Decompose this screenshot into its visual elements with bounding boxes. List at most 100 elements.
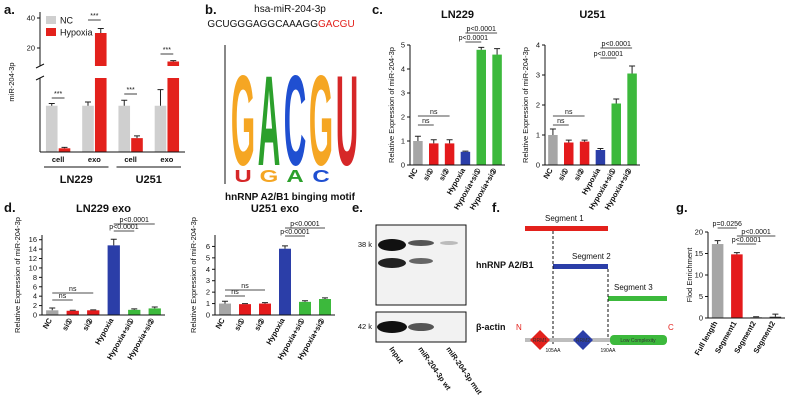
annotation: p<0.0001	[280, 229, 309, 236]
annotation: p<0.0001	[459, 35, 488, 42]
bar	[319, 299, 331, 315]
error-bar	[262, 302, 268, 304]
bar	[595, 150, 606, 165]
error-bar	[322, 297, 328, 299]
error-bar	[222, 300, 228, 304]
logo-letter: C	[312, 167, 329, 187]
chart-title: LN229	[441, 9, 474, 21]
y-tick-label: 10	[695, 271, 703, 280]
error-bar	[97, 28, 104, 33]
annotation: p<0.0001	[741, 229, 770, 236]
annotation: ***	[54, 91, 62, 98]
error-bar	[629, 65, 636, 74]
y-tick-label: 10	[29, 263, 37, 272]
error-bar	[581, 139, 588, 142]
y-tick-label: 2	[33, 301, 37, 310]
y-axis-label: Relative Expression of miR-204-3p	[13, 217, 22, 333]
bar	[460, 151, 471, 165]
annotation: ns	[565, 109, 573, 116]
y-tick-label: 5	[401, 41, 405, 50]
bar	[87, 310, 100, 315]
x-tick-label: exo	[160, 155, 173, 164]
bar	[769, 316, 782, 318]
y-tick-label: 8	[33, 273, 37, 282]
error-bar	[733, 252, 740, 255]
domain-label: RRM2	[576, 338, 590, 344]
chart-title: LN229 exo	[76, 203, 131, 215]
bar	[148, 308, 161, 315]
legend-swatch	[46, 28, 56, 36]
error-bar	[414, 135, 421, 141]
bar	[444, 143, 455, 165]
error-bar	[151, 306, 158, 309]
annotation: ns	[430, 109, 438, 116]
segment-bar	[608, 296, 667, 301]
segment-label: Segment 3	[614, 283, 653, 292]
y-tick-label: 1	[401, 137, 405, 146]
logo-letter: U	[336, 50, 359, 193]
y-tick-label: 3	[536, 71, 540, 80]
y-tick-label: 15	[695, 249, 703, 258]
position-label: 105AA	[545, 348, 561, 354]
segment-bar	[553, 264, 608, 269]
annotation: ns	[59, 293, 67, 300]
group-label: U251	[136, 174, 162, 186]
blot-band	[408, 323, 434, 331]
y-tick-label: 0	[206, 311, 210, 320]
error-bar	[121, 99, 128, 106]
legend-label: NC	[60, 16, 73, 26]
segment-bar	[525, 226, 608, 231]
bar	[118, 105, 131, 152]
y-tick-label: 0	[33, 311, 37, 320]
size-marker: 38 k	[358, 240, 372, 249]
bar	[131, 138, 143, 152]
x-tick-label: cell	[124, 155, 137, 164]
y-tick-label: 0	[401, 161, 405, 170]
blot-band	[440, 241, 458, 245]
error-bar	[565, 139, 572, 143]
y-tick-label: 16	[29, 235, 37, 244]
motif-highlight: GACGU	[318, 19, 355, 30]
n-terminus: N	[516, 323, 522, 332]
y-tick-label: 6	[33, 282, 37, 291]
rrm2	[573, 330, 593, 350]
annotation: ns	[422, 118, 430, 125]
axis-break	[34, 66, 187, 78]
error-bar	[49, 307, 56, 311]
error-bar	[242, 303, 248, 305]
y-tick-label: 4	[401, 65, 405, 74]
segment-label: Segment 2	[572, 252, 611, 261]
bar	[711, 244, 724, 318]
y-axis-label: miR-204-3p	[7, 62, 16, 101]
annotation: p<0.0001	[290, 221, 319, 228]
domain-label: RRM1	[533, 338, 547, 344]
annotation: ns	[241, 283, 249, 290]
y-tick-label: 6	[206, 242, 210, 251]
panel-label: e.	[352, 200, 363, 215]
y-tick-label: 20	[27, 44, 35, 53]
motif-title: hsa-miR-204-3p	[254, 4, 326, 15]
y-tick-label: 2	[401, 113, 405, 122]
bar	[279, 248, 291, 315]
bar	[731, 254, 743, 318]
annotation: ***	[127, 87, 135, 94]
bar	[259, 303, 271, 315]
bar	[627, 73, 637, 165]
domain-label: Low Complexity	[620, 338, 656, 344]
error-bar	[714, 240, 721, 245]
error-bar	[446, 139, 453, 144]
bar	[66, 310, 79, 315]
logo-letter: G	[231, 50, 255, 193]
y-tick-label: 40	[27, 14, 35, 23]
error-bar	[157, 89, 164, 106]
bar	[82, 105, 94, 152]
x-tick-label: exo	[88, 155, 101, 164]
y-tick-label: 3	[206, 276, 210, 285]
panel-label: g.	[676, 200, 688, 215]
y-tick-label: 4	[206, 265, 210, 274]
error-bar	[48, 102, 55, 106]
y-tick-label: 2	[206, 288, 210, 297]
blot-band	[377, 321, 407, 333]
bar	[579, 141, 590, 165]
